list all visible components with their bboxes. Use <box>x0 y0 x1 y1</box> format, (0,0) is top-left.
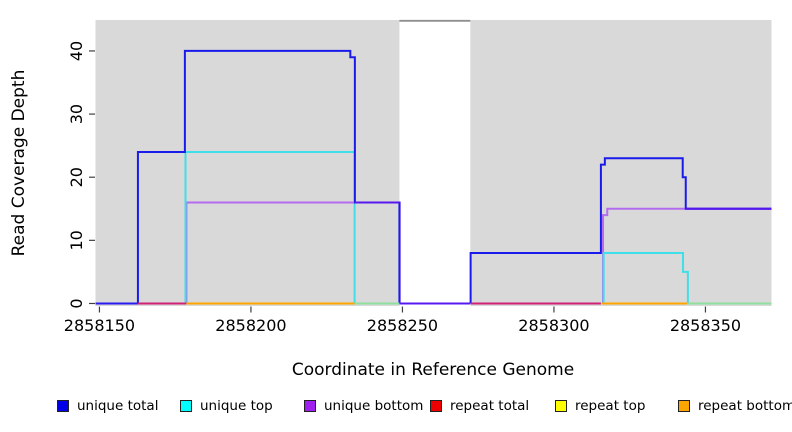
legend-swatch-unique-bottom <box>304 400 316 412</box>
plot-canvas: 2858150 2858200 2858250 2858300 2858350 0 10 20… <box>64 19 772 335</box>
x-tick-label: 2858350 <box>670 316 741 335</box>
coverage-gap-region <box>399 21 471 306</box>
legend-label: repeat total <box>450 398 530 414</box>
y-tick-label: 0 <box>67 298 86 308</box>
y-tick-label: 30 <box>67 104 86 124</box>
legend-label: unique total <box>77 398 159 414</box>
x-tick-label: 2858150 <box>64 316 135 335</box>
series-line-unique-total <box>469 157 772 304</box>
legend-label: repeat top <box>575 398 646 414</box>
legend-label: unique top <box>200 398 273 414</box>
y-tick-label: 20 <box>67 167 86 187</box>
legend-label: repeat bottom <box>698 398 792 414</box>
series-line-unique-top <box>184 150 356 304</box>
x-tick-label: 2858200 <box>215 316 286 335</box>
x-axis-title: Coordinate in Reference Genome <box>291 360 575 380</box>
legend-item-unique-total: unique total <box>57 398 158 414</box>
legend-swatch-unique-top <box>180 400 192 412</box>
series-line-unique-bottom <box>602 207 772 304</box>
y-tick-label: 40 <box>67 41 86 61</box>
legend-item-repeat-total: repeat total <box>430 398 529 414</box>
legend-swatch-repeat-total <box>430 400 442 412</box>
x-tick-label: 2858250 <box>367 316 438 335</box>
legend: unique total unique top unique bottom repea… <box>0 398 792 418</box>
x-tick-label: 2858300 <box>518 316 589 335</box>
legend-item-unique-bottom: unique bottom <box>304 398 423 414</box>
legend-swatch-repeat-top <box>555 400 567 412</box>
legend-item-repeat-top: repeat top <box>555 398 645 414</box>
y-tick-label: 10 <box>67 230 86 250</box>
series-line-unique-top <box>602 251 689 304</box>
legend-label: unique bottom <box>324 398 424 414</box>
legend-item-repeat-bottom: repeat bottom <box>678 398 792 414</box>
legend-item-unique-top: unique top <box>180 398 273 414</box>
y-axis-title: Read Coverage Depth <box>9 69 29 257</box>
legend-swatch-unique-total <box>57 400 69 412</box>
legend-swatch-repeat-bottom <box>678 400 690 412</box>
